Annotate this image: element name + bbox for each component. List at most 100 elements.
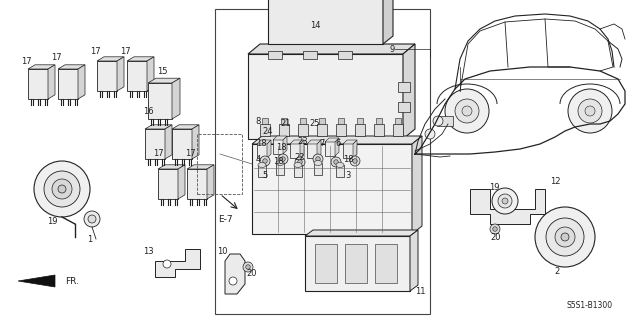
Polygon shape — [410, 230, 418, 291]
Bar — [279, 124, 289, 136]
Bar — [338, 51, 352, 59]
Bar — [345, 244, 367, 283]
Bar — [319, 118, 325, 124]
Polygon shape — [267, 140, 271, 158]
Text: 18: 18 — [256, 138, 266, 147]
Polygon shape — [158, 165, 185, 169]
Circle shape — [295, 157, 305, 167]
Bar — [300, 118, 306, 124]
Circle shape — [84, 211, 100, 227]
Bar — [273, 139, 283, 154]
Circle shape — [462, 106, 472, 116]
Polygon shape — [78, 65, 85, 99]
Polygon shape — [383, 0, 393, 44]
Bar — [258, 165, 266, 177]
Polygon shape — [28, 65, 55, 69]
Bar — [127, 61, 147, 91]
Polygon shape — [412, 136, 422, 234]
Ellipse shape — [336, 162, 344, 167]
Text: 2: 2 — [554, 266, 559, 276]
Circle shape — [44, 171, 80, 207]
Circle shape — [331, 157, 341, 167]
Circle shape — [585, 106, 595, 116]
Polygon shape — [178, 165, 185, 199]
Circle shape — [535, 207, 595, 267]
Circle shape — [260, 156, 270, 166]
Polygon shape — [225, 254, 245, 294]
Circle shape — [313, 154, 323, 164]
Bar — [375, 244, 397, 283]
Polygon shape — [58, 65, 85, 69]
Bar — [276, 163, 284, 175]
Text: 9: 9 — [390, 44, 395, 54]
Bar — [268, 51, 282, 59]
Bar — [158, 169, 178, 199]
Bar — [395, 118, 401, 124]
Ellipse shape — [276, 160, 284, 166]
Polygon shape — [325, 138, 339, 142]
Polygon shape — [165, 125, 172, 159]
Polygon shape — [470, 189, 545, 224]
Bar — [305, 236, 410, 291]
Circle shape — [58, 185, 66, 193]
Polygon shape — [147, 57, 154, 91]
Bar — [294, 165, 302, 177]
Circle shape — [555, 227, 575, 247]
Polygon shape — [97, 57, 124, 61]
Text: 20: 20 — [247, 270, 257, 278]
Bar — [393, 124, 403, 136]
Bar — [437, 116, 453, 126]
Circle shape — [34, 161, 90, 217]
Text: 6: 6 — [335, 139, 340, 149]
Text: 19: 19 — [47, 217, 57, 226]
Circle shape — [353, 159, 357, 163]
Polygon shape — [187, 165, 214, 169]
Text: 21: 21 — [281, 120, 291, 129]
Text: 18: 18 — [276, 143, 286, 152]
Text: 12: 12 — [550, 176, 560, 186]
Text: FR.: FR. — [65, 277, 79, 286]
Circle shape — [561, 233, 569, 241]
Circle shape — [498, 194, 512, 208]
Circle shape — [455, 99, 479, 123]
Text: 22: 22 — [295, 152, 305, 161]
Circle shape — [578, 99, 602, 123]
Text: 8: 8 — [255, 116, 260, 125]
Polygon shape — [317, 140, 321, 158]
Circle shape — [492, 188, 518, 214]
Polygon shape — [172, 78, 180, 119]
Bar — [148, 83, 172, 119]
Polygon shape — [148, 78, 180, 83]
Bar — [398, 82, 410, 92]
Ellipse shape — [294, 162, 302, 167]
Circle shape — [333, 160, 339, 164]
Polygon shape — [127, 57, 154, 61]
Circle shape — [246, 265, 250, 269]
Text: 16: 16 — [143, 107, 154, 115]
Bar — [197, 134, 242, 194]
Text: 23: 23 — [298, 137, 308, 145]
Circle shape — [425, 129, 435, 139]
Text: 10: 10 — [217, 247, 227, 256]
Bar — [298, 124, 308, 136]
Bar — [257, 143, 267, 158]
Circle shape — [490, 224, 500, 234]
Polygon shape — [252, 136, 422, 144]
Circle shape — [503, 199, 513, 209]
Polygon shape — [48, 65, 55, 99]
Polygon shape — [335, 138, 339, 156]
Text: 20: 20 — [491, 233, 501, 241]
Polygon shape — [257, 140, 271, 144]
Bar — [58, 69, 78, 99]
Text: 17: 17 — [20, 56, 31, 65]
Bar — [303, 51, 317, 59]
Polygon shape — [248, 44, 415, 54]
Text: 17: 17 — [153, 150, 163, 159]
Circle shape — [278, 154, 288, 164]
Circle shape — [163, 260, 171, 268]
Text: 15: 15 — [157, 66, 167, 76]
Text: E-7: E-7 — [218, 214, 232, 224]
Bar — [317, 124, 327, 136]
Circle shape — [229, 277, 237, 285]
Text: 18: 18 — [273, 157, 284, 166]
